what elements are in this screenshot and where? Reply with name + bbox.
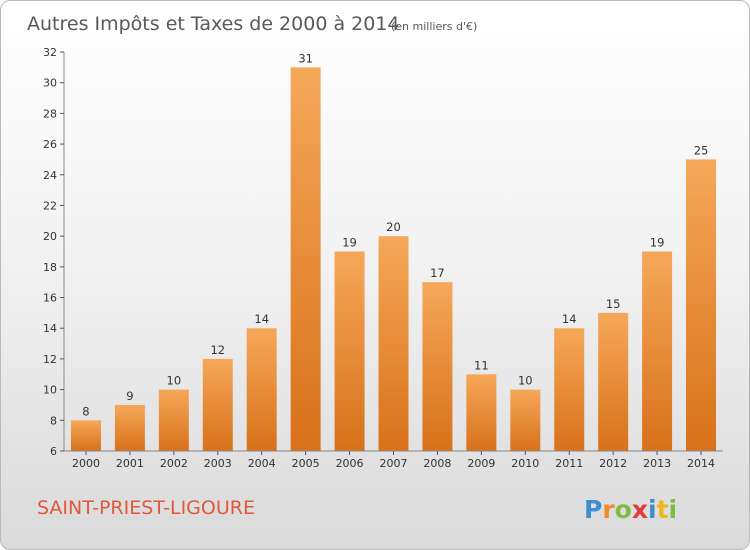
x-tick-label-2004: 2004 (248, 457, 276, 470)
value-label-2007: 20 (386, 220, 401, 234)
x-tick-label-2009: 2009 (467, 457, 495, 470)
x-tick-label-2007: 2007 (380, 457, 408, 470)
bar-2004 (246, 328, 277, 451)
value-label-2001: 9 (126, 389, 133, 403)
value-label-2013: 19 (650, 236, 665, 250)
value-label-2008: 17 (430, 266, 445, 280)
value-label-2005: 31 (298, 51, 313, 65)
bar-2014 (686, 159, 717, 451)
x-axis: 2000 2001 2002 2003 2004 2005 2006 2007 2008 2009… (64, 450, 723, 470)
x-tick-label-2005: 2005 (292, 457, 320, 470)
x-tick-label-2013: 2013 (643, 457, 671, 470)
bar-2012 (598, 312, 629, 451)
x-tick-label-2002: 2002 (160, 457, 188, 470)
bar-2007 (378, 236, 409, 451)
bar-2010 (510, 389, 541, 451)
value-label-2011: 14 (562, 312, 577, 326)
y-tick-label: 20 (43, 230, 57, 243)
y-tick-label: 24 (43, 169, 57, 182)
bar-2006 (334, 251, 365, 451)
bar-2003 (202, 358, 233, 451)
y-axis: 6 8 10 12 14 16 18 20 22 24 26 28 30 32 (43, 46, 65, 458)
bar-2002 (158, 389, 189, 451)
logo-letter: P (584, 495, 602, 524)
logo-letter: t (657, 495, 669, 524)
y-tick-label: 22 (43, 199, 57, 212)
value-label-2004: 14 (254, 312, 269, 326)
bar-2000 (70, 420, 101, 451)
y-tick-label: 26 (43, 138, 57, 151)
value-label-2000: 8 (82, 404, 89, 418)
x-tick-label-2008: 2008 (423, 457, 451, 470)
bar-2001 (114, 404, 145, 451)
bar-2005 (290, 67, 321, 451)
x-tick-label-2001: 2001 (116, 457, 144, 470)
logo-letter: r (602, 495, 615, 524)
bar-2011 (554, 328, 585, 451)
y-tick-label: 14 (43, 322, 57, 335)
x-tick-label-2011: 2011 (555, 457, 583, 470)
y-tick-label: 16 (43, 292, 57, 305)
value-label-2010: 10 (518, 374, 533, 388)
bar-2009 (466, 374, 497, 451)
y-tick-label: 32 (43, 46, 57, 59)
y-tick-label: 30 (43, 77, 57, 90)
y-tick-label: 18 (43, 261, 57, 274)
bar-2013 (642, 251, 673, 451)
chart-unit: (en milliers d'€) (391, 20, 477, 33)
x-tick-label-2000: 2000 (72, 457, 100, 470)
x-tick-label-2006: 2006 (336, 457, 364, 470)
value-label-2012: 15 (606, 297, 621, 311)
chart-title: Autres Impôts et Taxes de 2000 à 2014 (27, 13, 400, 35)
x-tick-label-2010: 2010 (511, 457, 539, 470)
y-tick-label: 12 (43, 353, 57, 366)
value-label-2014: 25 (694, 143, 709, 157)
bar-2008 (422, 282, 453, 451)
x-tick-label-2003: 2003 (204, 457, 232, 470)
bars-group: 8 9 10 12 14 31 19 20 17 11 10 14 15 19 25 (70, 51, 717, 451)
logo-letter: x (632, 495, 648, 524)
commune-name: SAINT-PRIEST-LIGOURE (37, 497, 255, 519)
y-tick-label: 6 (50, 445, 57, 458)
value-label-2003: 12 (210, 343, 225, 357)
value-label-2002: 10 (167, 374, 182, 388)
y-tick-label: 8 (50, 414, 57, 427)
y-tick-label: 28 (43, 107, 57, 120)
y-tick-label: 10 (43, 384, 57, 397)
logo-letter: o (615, 495, 632, 524)
logo-letter: i (648, 495, 657, 524)
x-tick-label-2012: 2012 (599, 457, 627, 470)
x-tick-label-2014: 2014 (687, 457, 715, 470)
logo-letter: i (669, 495, 678, 524)
value-label-2009: 11 (474, 358, 489, 372)
proxiti-logo: Proxiti (584, 495, 677, 524)
value-label-2006: 19 (342, 236, 357, 250)
